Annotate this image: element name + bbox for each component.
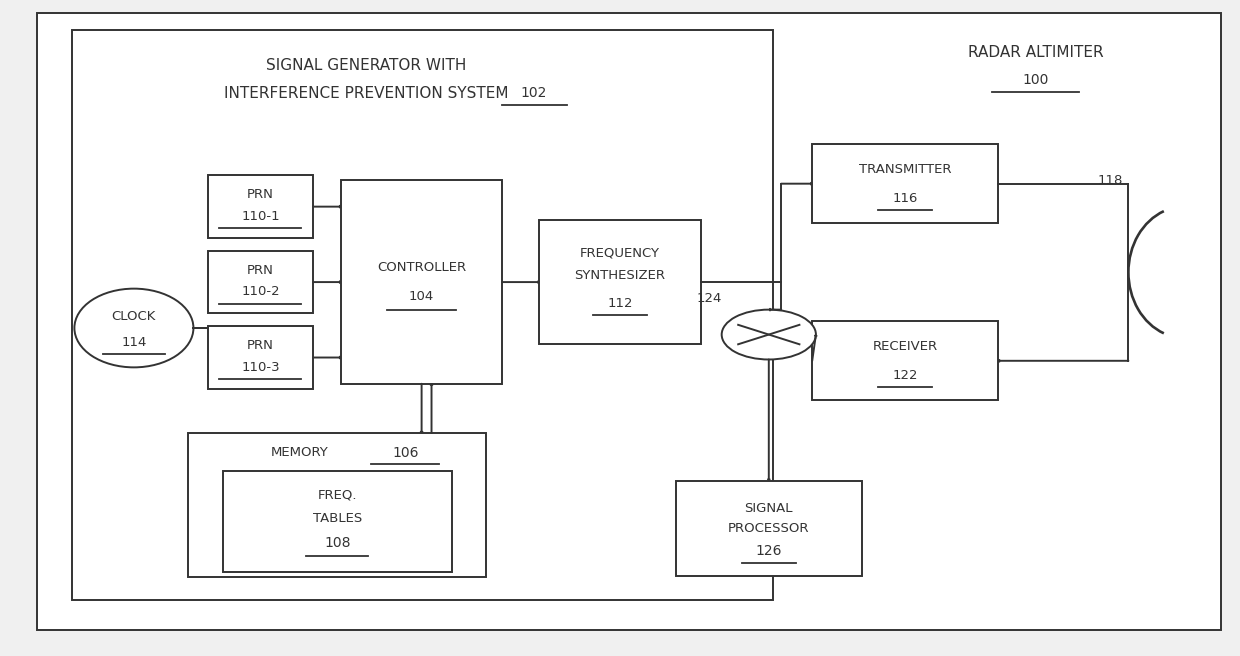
Text: 106: 106 (392, 445, 419, 460)
Text: 100: 100 (1022, 73, 1049, 87)
Text: SIGNAL: SIGNAL (744, 502, 794, 515)
Bar (188, 433, 486, 577)
Text: TABLES: TABLES (312, 512, 362, 525)
Text: 114: 114 (122, 336, 146, 349)
Bar (341, 180, 502, 384)
Text: TRANSMITTER: TRANSMITTER (859, 163, 951, 176)
Bar (72, 30, 773, 600)
Bar (539, 220, 701, 344)
Text: 110-2: 110-2 (241, 285, 280, 298)
Text: PRN: PRN (247, 188, 274, 201)
Text: CLOCK: CLOCK (112, 310, 156, 323)
Bar (207, 175, 312, 237)
Text: RADAR ALTIMITER: RADAR ALTIMITER (967, 45, 1104, 60)
Text: 104: 104 (409, 290, 434, 303)
Text: FREQUENCY: FREQUENCY (580, 246, 660, 259)
Text: 108: 108 (324, 536, 351, 550)
Bar (676, 480, 862, 576)
Text: PRN: PRN (247, 264, 274, 277)
Text: MEMORY: MEMORY (272, 446, 329, 459)
Text: PROCESSOR: PROCESSOR (728, 522, 810, 535)
Text: 122: 122 (893, 369, 918, 382)
Text: 112: 112 (608, 297, 632, 310)
Text: PRN: PRN (247, 339, 274, 352)
Bar (223, 471, 451, 572)
Text: 116: 116 (893, 192, 918, 205)
Text: 124: 124 (697, 292, 722, 305)
Text: RECEIVER: RECEIVER (873, 340, 937, 353)
Text: INTERFERENCE PREVENTION SYSTEM: INTERFERENCE PREVENTION SYSTEM (223, 86, 508, 100)
Ellipse shape (74, 289, 193, 367)
Bar (812, 321, 998, 400)
Text: FREQ.: FREQ. (317, 489, 357, 502)
Text: 126: 126 (755, 544, 782, 558)
Text: 102: 102 (520, 86, 547, 100)
Text: 118: 118 (1097, 174, 1122, 187)
Text: 110-3: 110-3 (241, 361, 280, 374)
Bar (812, 144, 998, 223)
Text: 110-1: 110-1 (241, 210, 280, 223)
Bar (207, 251, 312, 314)
Text: CONTROLLER: CONTROLLER (377, 261, 466, 274)
Text: SYNTHESIZER: SYNTHESIZER (574, 269, 666, 282)
Circle shape (722, 310, 816, 359)
Text: SIGNAL GENERATOR WITH: SIGNAL GENERATOR WITH (265, 58, 466, 73)
Bar (207, 327, 312, 388)
